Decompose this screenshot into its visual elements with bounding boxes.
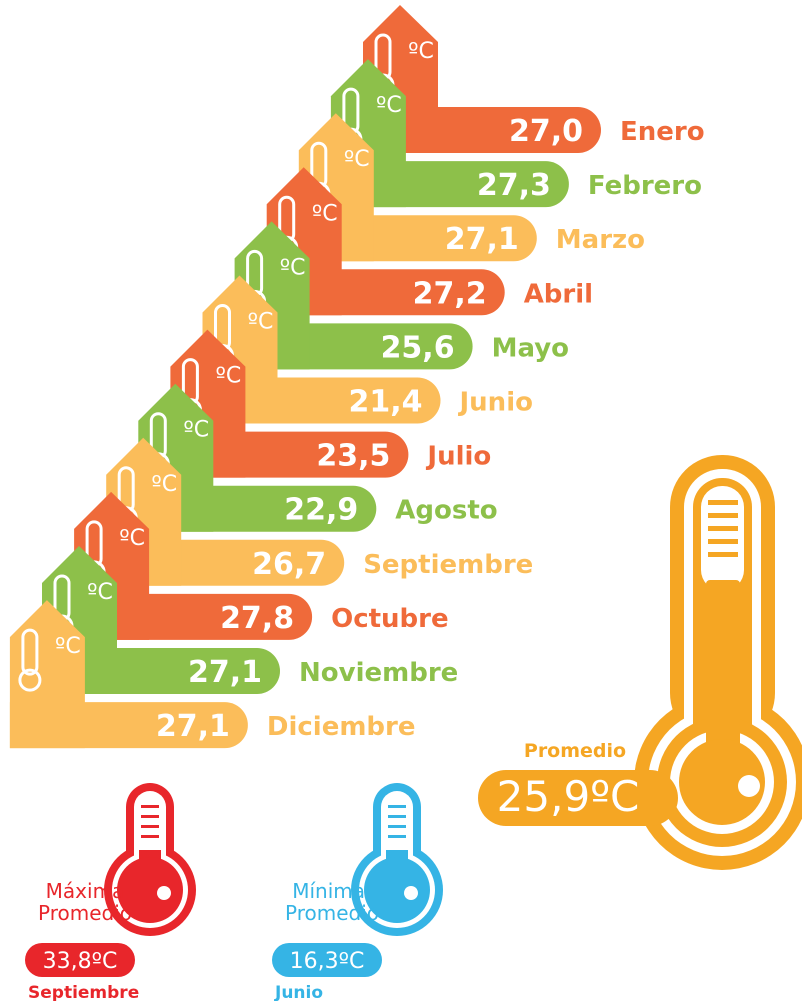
max-label: Máxima — [46, 879, 125, 903]
unit: ºC — [87, 580, 113, 605]
scale — [388, 825, 406, 828]
max-value: 33,8ºC — [43, 949, 118, 974]
month-value: 27,1 — [156, 709, 230, 744]
shine — [404, 886, 418, 900]
min-month: Junio — [274, 983, 323, 1001]
max-pill — [25, 943, 135, 977]
thermo-icon — [21, 628, 39, 676]
month-name: Abril — [524, 279, 593, 309]
month-name: Marzo — [556, 225, 645, 255]
month-value: 27,2 — [413, 276, 487, 311]
scale — [388, 835, 406, 838]
unit: ºC — [376, 93, 402, 118]
bulb-fill — [117, 857, 183, 923]
bulb-fill — [364, 857, 430, 923]
month-name: Septiembre — [363, 550, 533, 580]
scale — [141, 805, 159, 808]
unit: ºC — [280, 255, 306, 280]
month-item: ºC 27,1 Marzo — [298, 113, 645, 262]
unit: ºC — [248, 310, 274, 335]
max-label: Promedio — [38, 901, 132, 925]
month-name: Noviembre — [299, 658, 458, 688]
min-label: Promedio — [285, 901, 379, 925]
average-thermometer: Promedio 25,9ºC — [478, 455, 802, 870]
unit: ºC — [183, 418, 209, 443]
month-value: 23,5 — [316, 439, 390, 474]
unit: ºC — [408, 39, 434, 64]
average-value: 25,9ºC — [497, 772, 640, 821]
month-name: Junio — [458, 388, 533, 418]
unit: ºC — [55, 634, 81, 659]
month-name: Febrero — [588, 171, 702, 201]
scale — [141, 825, 159, 828]
month-value: 27,3 — [477, 168, 551, 203]
thermo-bulb — [18, 668, 42, 692]
month-value: 27,8 — [220, 601, 294, 636]
month-item: ºC 27,8 Octubre — [74, 491, 449, 640]
unit: ºC — [119, 526, 145, 551]
unit: ºC — [216, 364, 242, 389]
min-label: Mínima: — [292, 879, 372, 903]
month-name: Mayo — [492, 333, 569, 363]
month-value: 27,1 — [188, 655, 262, 690]
scale — [141, 815, 159, 818]
month-value: 27,1 — [445, 222, 519, 257]
unit: ºC — [344, 147, 370, 172]
max-month: Septiembre — [28, 983, 139, 1001]
month-value: 25,6 — [381, 330, 455, 365]
min-thermometer: Mínima:Promedio 16,3ºC Junio — [272, 783, 443, 1001]
unit: ºC — [312, 201, 338, 226]
min-pill — [272, 943, 382, 977]
month-value: 22,9 — [284, 493, 358, 528]
month-name: Agosto — [395, 496, 497, 526]
scale — [388, 805, 406, 808]
shine — [157, 886, 171, 900]
unit: ºC — [151, 472, 177, 497]
min-value: 16,3ºC — [290, 949, 365, 974]
month-name: Octubre — [331, 604, 449, 634]
month-value: 26,7 — [252, 547, 326, 582]
month-item: ºC 27,0 Enero — [363, 5, 705, 153]
month-value: 21,4 — [348, 385, 422, 420]
scale — [141, 835, 159, 838]
average-label: Promedio — [524, 740, 626, 762]
month-house — [9, 600, 85, 749]
month-name: Diciembre — [267, 712, 416, 742]
scale — [388, 815, 406, 818]
month-name: Julio — [425, 442, 491, 472]
month-value: 27,0 — [509, 114, 583, 149]
month-item: ºC 22,9 Agosto — [138, 383, 498, 532]
month-item: ºC 26,7 Septiembre — [106, 437, 533, 586]
month-name: Enero — [620, 117, 705, 147]
